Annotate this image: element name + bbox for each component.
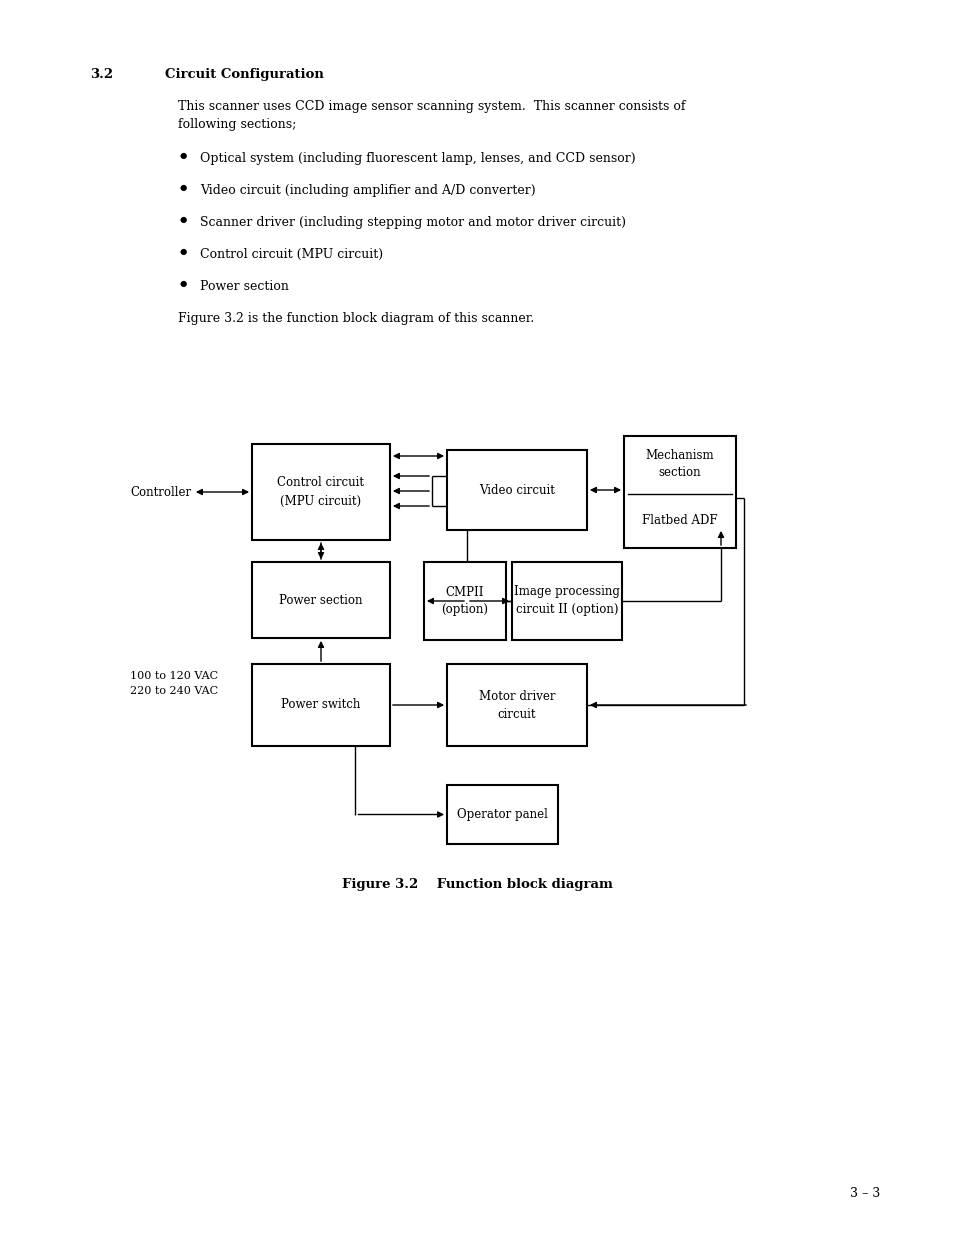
Text: 3.2: 3.2 (90, 68, 113, 82)
Text: Video circuit (including amplifier and A/D converter): Video circuit (including amplifier and A… (200, 184, 535, 198)
Text: 100 to 120 VAC: 100 to 120 VAC (130, 671, 218, 680)
Text: ●: ● (180, 248, 187, 256)
Text: Controller: Controller (130, 485, 191, 499)
Bar (447, 664, 586, 746)
Text: Flatbed ADF: Flatbed ADF (641, 514, 717, 526)
Bar (623, 436, 735, 548)
Text: ●: ● (180, 280, 187, 288)
Text: Figure 3.2 is the function block diagram of this scanner.: Figure 3.2 is the function block diagram… (178, 312, 534, 325)
Text: ●: ● (180, 216, 187, 224)
Text: Video circuit: Video circuit (478, 483, 555, 496)
Text: ●: ● (180, 152, 187, 161)
Text: Power switch: Power switch (281, 699, 360, 711)
Text: CMPII
(option): CMPII (option) (441, 585, 488, 616)
Text: Control circuit (MPU circuit): Control circuit (MPU circuit) (200, 248, 383, 261)
Bar (252, 445, 390, 540)
Bar (423, 562, 505, 640)
Bar (252, 562, 390, 638)
Text: Scanner driver (including stepping motor and motor driver circuit): Scanner driver (including stepping motor… (200, 216, 625, 228)
Bar (512, 562, 621, 640)
Text: Motor driver
circuit: Motor driver circuit (478, 689, 555, 720)
Text: Circuit Configuration: Circuit Configuration (165, 68, 323, 82)
Text: Figure 3.2    Function block diagram: Figure 3.2 Function block diagram (341, 878, 612, 890)
Text: This scanner uses CCD image sensor scanning system.  This scanner consists of: This scanner uses CCD image sensor scann… (178, 100, 685, 112)
Text: Optical system (including fluorescent lamp, lenses, and CCD sensor): Optical system (including fluorescent la… (200, 152, 635, 165)
Text: Operator panel: Operator panel (456, 808, 547, 821)
Text: ●: ● (180, 184, 187, 191)
Text: Mechanism
section: Mechanism section (645, 450, 714, 479)
Text: 220 to 240 VAC: 220 to 240 VAC (130, 685, 218, 697)
Text: 3 – 3: 3 – 3 (849, 1187, 879, 1200)
Text: Control circuit
(MPU circuit): Control circuit (MPU circuit) (277, 477, 364, 508)
Bar (447, 450, 586, 530)
Text: Power section: Power section (200, 280, 289, 293)
Bar (447, 785, 558, 844)
Text: following sections;: following sections; (178, 119, 296, 131)
Bar (252, 664, 390, 746)
Text: Power section: Power section (279, 594, 362, 606)
Text: Image processing
circuit II (option): Image processing circuit II (option) (514, 585, 619, 616)
